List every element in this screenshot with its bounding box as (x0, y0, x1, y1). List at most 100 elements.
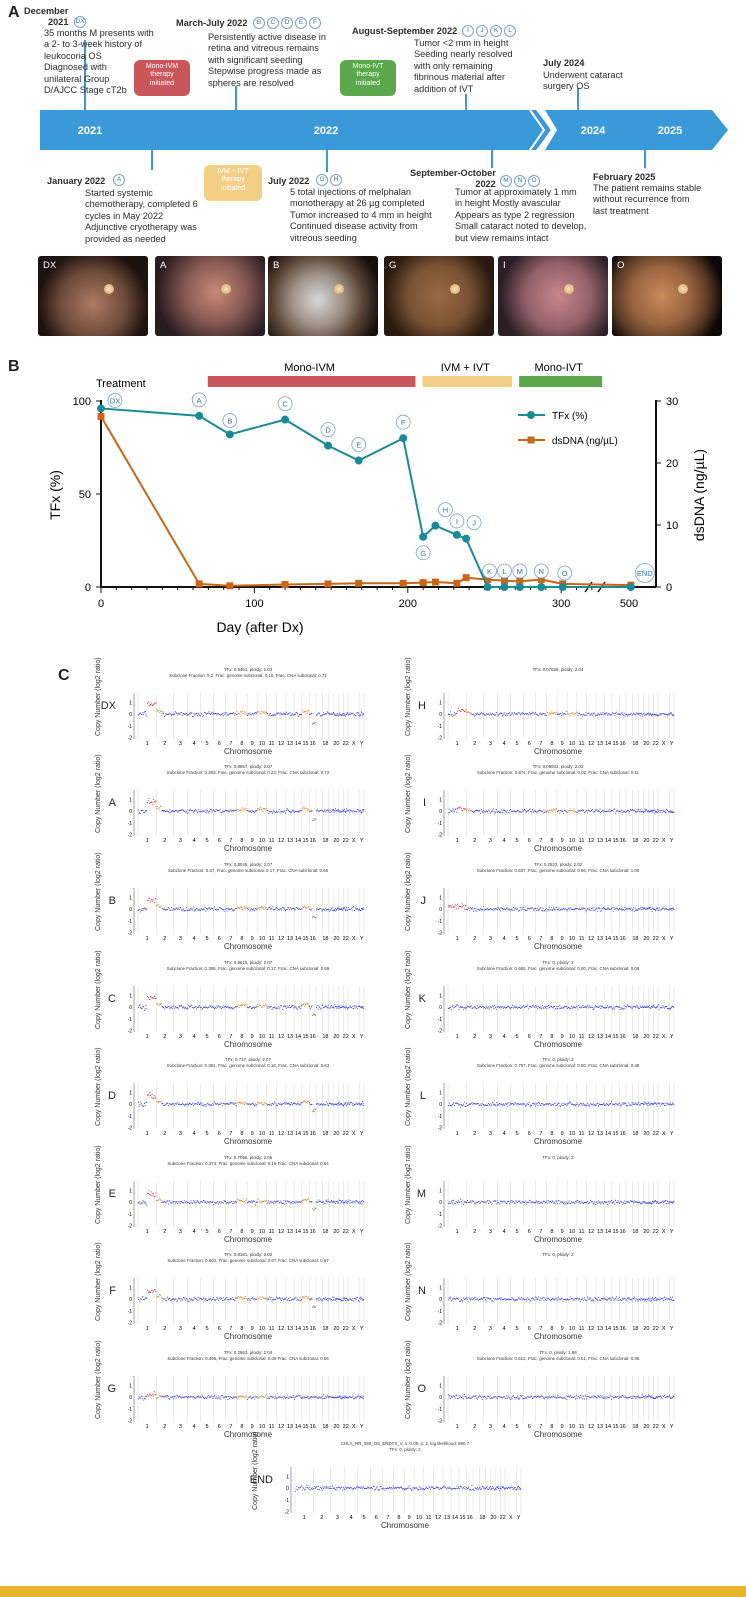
cn-bin-point (300, 1396, 302, 1398)
cn-bin-point (531, 712, 533, 714)
cn-bin-point (529, 1006, 531, 1008)
cn-bin-point (269, 1200, 271, 1202)
cn-bin-point (472, 1200, 474, 1202)
cn-bin-point (491, 714, 493, 716)
cn-bin-point (265, 711, 267, 713)
cn-bin-point (188, 713, 190, 716)
cn-bin-point (648, 1101, 650, 1103)
cn-bin-point (228, 714, 230, 716)
cn-bin-point (618, 1103, 620, 1105)
cn-bin-point (339, 1396, 341, 1398)
cn-bin-point (190, 909, 192, 911)
cn-bin-point (280, 909, 283, 911)
cn-bin-point (225, 1006, 227, 1008)
cn-bin-point (610, 909, 612, 911)
cn-bin-point (250, 1006, 252, 1008)
cn-bin-point (608, 1006, 610, 1008)
cn-plot-title: TFx: 0.09943, ploidy: 2.03 Subclone Frac… (476, 764, 640, 775)
cn-bin-point (222, 1297, 224, 1299)
cn-bin-point (344, 1299, 347, 1302)
cn-bin-point (345, 1005, 347, 1007)
cn-bin-point (460, 906, 462, 908)
sample-label: L (419, 1090, 426, 1102)
cn-bin-point (243, 808, 246, 810)
cn-bin-point (567, 1007, 569, 1009)
cn-bin-point (532, 1103, 534, 1105)
cn-bin-point (174, 1298, 176, 1300)
cn-bin-point (172, 1005, 174, 1008)
cn-chrom-tick: 8 (550, 838, 553, 844)
cn-bin-point (325, 1199, 327, 1201)
cn-bin-point (498, 713, 501, 715)
cn-bin-point (650, 810, 652, 813)
cn-bin-point (600, 910, 602, 913)
cn-chrom-tick: 14 (295, 1229, 301, 1235)
cn-bin-point (266, 713, 268, 715)
cn-bin-point (622, 713, 624, 715)
cn-bin-point (646, 1007, 648, 1009)
cn-bin-point (342, 809, 344, 811)
cn-bin-point (233, 1102, 235, 1104)
cn-chrom-tick: 12 (278, 1229, 284, 1235)
cn-bin-point (250, 909, 252, 911)
cn-chrom-tick: 15 (302, 1034, 308, 1040)
cn-bin-point (303, 806, 305, 808)
cn-bin-point (150, 996, 152, 998)
cn-chrom-tick: X (662, 838, 666, 844)
cn-bin-point (660, 909, 662, 911)
cn-bin-point (193, 713, 195, 715)
cn-bin-point (256, 810, 258, 812)
cn-chrom-tick: 7 (229, 1326, 232, 1332)
cn-y-tick: -2 (128, 1126, 132, 1132)
cn-bin-point (316, 1102, 318, 1104)
cn-bin-point (174, 1007, 176, 1009)
cn-bin-point (219, 1201, 221, 1203)
cn-chrom-tick: Y (670, 1131, 674, 1137)
cn-bin-point (573, 713, 575, 715)
cn-bin-point (297, 810, 299, 812)
cn-bin-point (184, 1200, 186, 1202)
cn-bin-point (320, 715, 322, 717)
cn-bin-point (271, 715, 273, 717)
cn-dots (447, 903, 675, 913)
cn-bin-point (599, 1005, 601, 1007)
dsdna-point (453, 579, 461, 587)
cn-bin-point (333, 1296, 335, 1299)
cn-bin-point (177, 907, 180, 909)
cn-bin-point (607, 1104, 609, 1106)
cn-bin-point (206, 1006, 208, 1009)
cn-bin-point (153, 1391, 155, 1393)
cn-bin-point (550, 907, 553, 909)
cn-bin-point (361, 1104, 363, 1106)
cn-bin-point (251, 1297, 253, 1299)
cn-y-tick: 0 (439, 809, 442, 815)
cn-bin-point (469, 1006, 471, 1008)
cn-bin-point (220, 1203, 222, 1205)
cn-bin-point (309, 1397, 311, 1399)
cn-bin-point (140, 1395, 142, 1397)
cn-y-tick: -2 (438, 736, 442, 742)
cn-bin-point (215, 712, 217, 715)
cn-bin-point (276, 812, 279, 814)
cn-bin-point (261, 808, 263, 810)
cn-bin-point (343, 1396, 345, 1399)
cn-bin-point (323, 1006, 325, 1008)
cn-bin-point (656, 810, 658, 812)
cn-y-tick: 0 (439, 907, 442, 913)
cn-bin-point (256, 1201, 258, 1203)
sample-label: E (108, 1188, 116, 1200)
cn-bin-point (541, 1007, 543, 1009)
cn-bin-point (332, 1296, 334, 1298)
cn-bin-point (154, 801, 156, 803)
cn-bin-point (153, 1097, 155, 1099)
cn-bin-point (138, 1396, 140, 1398)
cn-bin-point (621, 712, 623, 714)
cn-bin-point (209, 1299, 211, 1301)
dsdna-point (195, 580, 203, 588)
cn-bin-point (476, 810, 478, 812)
cn-bin-point (563, 1103, 566, 1105)
cn-bin-point (181, 1299, 183, 1301)
cn-bin-point (355, 908, 357, 910)
cn-bin-point (625, 713, 628, 716)
cn-bin-point (159, 809, 161, 811)
